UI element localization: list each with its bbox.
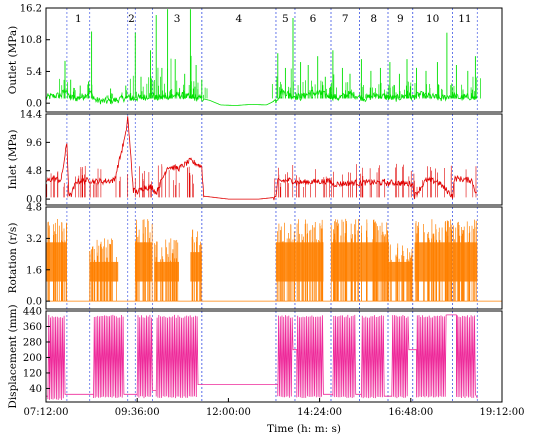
y-tick-label: 280 <box>23 337 42 348</box>
segment-label-8: 8 <box>370 13 377 25</box>
rotation-band-7 <box>294 242 324 282</box>
y-tick-label: 360 <box>23 322 42 333</box>
x-tick-label: 16:48:00 <box>388 407 433 418</box>
y-axis-label: Rotation (r/s) <box>7 223 19 294</box>
outlet-series-line <box>46 88 478 106</box>
y-tick-label: 440 <box>23 307 42 318</box>
plot-area <box>46 114 478 205</box>
y-tick-label: 4.8 <box>26 166 42 177</box>
segment-label-3: 3 <box>174 13 181 25</box>
y-tick-label: 5.4 <box>26 67 42 78</box>
y-tick-label: 0.0 <box>26 297 42 308</box>
y-tick-label: 0.0 <box>26 99 42 110</box>
segment-label-2: 2 <box>128 13 135 25</box>
x-axis-label: Time (h: m: s) <box>267 423 341 435</box>
segment-label-7: 7 <box>342 13 349 25</box>
y-axis-label: Displacement (mm) <box>7 304 19 408</box>
x-tick-label: 12:00:00 <box>206 407 251 418</box>
segment-label-1: 1 <box>75 13 82 25</box>
x-tick-label: 09:36:00 <box>115 407 160 418</box>
x-tick-label: 19:12:00 <box>480 407 525 418</box>
panel-rotation: 0.0 1.6 3.2 4.8 Rotation (r/s) <box>7 203 503 310</box>
y-tick-label: 10.8 <box>20 35 42 46</box>
y-axis-label: Outlet (MPa) <box>7 26 19 95</box>
segment-label-10: 10 <box>426 13 439 25</box>
panel-frame <box>45 7 503 113</box>
panel-displacement: 40 120 200 280 360 440 Displacement (mm) <box>7 304 503 409</box>
y-tick-label: 0.0 <box>26 195 42 206</box>
segment-label-5: 5 <box>282 13 289 25</box>
y-tick-label: 4.8 <box>26 203 42 214</box>
segment-label-6: 6 <box>310 13 317 25</box>
segment-label-11: 11 <box>458 13 471 25</box>
y-tick-label: 14.4 <box>20 110 42 121</box>
inlet-series-line <box>46 116 477 201</box>
y-tick-label: 200 <box>23 353 42 364</box>
y-tick-label: 9.6 <box>26 138 42 149</box>
segment-label-9: 9 <box>397 13 404 25</box>
x-tick-label: 07:12:00 <box>24 407 69 418</box>
plot-area <box>46 207 502 309</box>
x-tick-label: 14:24:00 <box>297 407 342 418</box>
x-axis: 07:12:00 09:36:00 12:00:00 14:24:00 16:48:00… <box>24 398 525 418</box>
y-tick-label: 40 <box>29 384 42 395</box>
segment-label-4: 4 <box>236 13 243 25</box>
rotation-band-12 <box>452 242 478 282</box>
panel-frame <box>45 113 503 206</box>
displacement-series-line <box>46 314 478 401</box>
plot-area <box>46 311 478 402</box>
y-tick-label: 3.2 <box>26 234 42 245</box>
y-axis-label: Inlet (MPa) <box>7 130 19 190</box>
panel-frame <box>45 206 503 310</box>
y-tick-label: 120 <box>23 368 42 379</box>
plot-area <box>46 8 481 112</box>
y-tick-label: 16.2 <box>20 4 42 15</box>
rotation-band-6 <box>275 242 295 282</box>
panel-frame <box>45 310 503 403</box>
y-tick-label: 1.6 <box>26 265 42 276</box>
